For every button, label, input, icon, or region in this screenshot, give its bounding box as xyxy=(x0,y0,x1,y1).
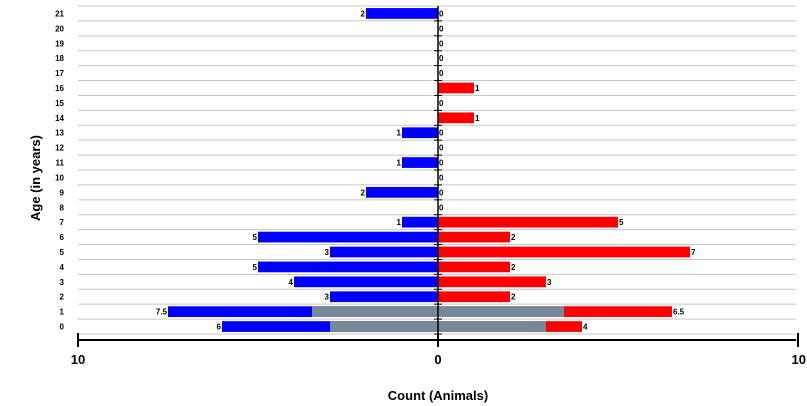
data-label-right: 0 xyxy=(439,9,444,18)
y-tick-label: 17 xyxy=(55,69,64,78)
x-tick-label: 10 xyxy=(792,352,806,367)
bar-left-unknown xyxy=(330,321,438,332)
y-tick-label: 21 xyxy=(55,9,64,18)
y-tick-label: 11 xyxy=(56,159,65,168)
y-tick-label: 0 xyxy=(60,323,65,332)
y-tick-label: 12 xyxy=(55,144,64,153)
y-tick-label: 3 xyxy=(60,278,65,287)
data-label-left: 7.5 xyxy=(156,308,168,317)
data-label-right: 1 xyxy=(475,84,480,93)
data-label-right: 2 xyxy=(511,233,516,242)
bar-right xyxy=(438,276,546,288)
y-tick-label: 2 xyxy=(60,293,65,302)
bar-right xyxy=(438,112,474,124)
y-tick-label: 9 xyxy=(60,188,65,197)
data-label-left: 6 xyxy=(217,323,222,332)
data-label-left: 2 xyxy=(361,188,366,197)
x-tick-label: 10 xyxy=(71,352,85,367)
bar-left xyxy=(330,246,438,258)
data-label-left: 4 xyxy=(289,278,294,287)
bar-left xyxy=(258,231,438,243)
x-axis-title: Count (Animals) xyxy=(388,388,488,403)
y-tick-label: 7 xyxy=(60,218,65,227)
y-tick-label: 16 xyxy=(55,84,64,93)
bar-left xyxy=(168,306,438,318)
data-label-right: 4 xyxy=(583,323,588,332)
data-label-right: 0 xyxy=(439,39,444,48)
data-label-right: 0 xyxy=(439,144,444,153)
data-label-right: 1 xyxy=(475,114,480,123)
data-label-right: 0 xyxy=(439,54,444,63)
bar-right xyxy=(438,261,510,273)
data-label-right: 0 xyxy=(439,203,444,212)
data-label-right: 2 xyxy=(511,293,516,302)
bars xyxy=(168,8,690,332)
axes xyxy=(77,6,799,347)
bar-left xyxy=(402,157,438,168)
data-label-left: 5 xyxy=(253,233,258,242)
bar-left-unknown xyxy=(312,306,438,318)
bar-left xyxy=(402,216,438,228)
data-label-right: 6.5 xyxy=(673,308,685,317)
data-label-right: 0 xyxy=(439,173,444,182)
bar-left xyxy=(366,186,438,198)
data-label-right: 0 xyxy=(439,188,444,197)
data-label-right: 2 xyxy=(511,263,516,272)
bar-left xyxy=(366,8,438,19)
data-label-left: 1 xyxy=(397,129,402,138)
data-label-right: 0 xyxy=(439,159,444,168)
y-tick-label: 8 xyxy=(60,203,65,212)
y-tick-label: 6 xyxy=(60,233,65,242)
y-tick-label: 10 xyxy=(55,173,64,182)
bar-right-unknown xyxy=(438,306,564,318)
y-tick-label: 14 xyxy=(55,114,64,123)
y-tick-label: 20 xyxy=(55,24,64,33)
y-axis-title: Age (in years) xyxy=(28,135,43,221)
bar-right xyxy=(438,216,618,228)
y-tick-label: 1 xyxy=(60,308,65,317)
y-tick-label: 19 xyxy=(55,39,64,48)
y-tick-label: 18 xyxy=(55,54,64,63)
y-tick-label: 13 xyxy=(55,129,64,138)
bar-left xyxy=(402,127,438,139)
bar-left xyxy=(258,261,438,273)
y-tick-label: 5 xyxy=(60,248,65,257)
y-tick-label: 4 xyxy=(60,263,65,272)
bar-right xyxy=(438,291,510,303)
data-label-right: 0 xyxy=(439,24,444,33)
data-label-left: 3 xyxy=(325,293,330,302)
bar-left xyxy=(330,291,438,303)
y-tick-label: 15 xyxy=(55,99,64,108)
data-label-right: 0 xyxy=(439,69,444,78)
bar-right xyxy=(438,246,690,258)
data-label-right: 0 xyxy=(439,129,444,138)
x-tick-label: 0 xyxy=(434,352,441,367)
data-label-left: 5 xyxy=(253,263,258,272)
bar-right xyxy=(438,82,474,94)
data-label-left: 1 xyxy=(397,218,402,227)
data-label-left: 2 xyxy=(361,9,366,18)
data-label-left: 1 xyxy=(397,159,402,168)
data-label-right: 0 xyxy=(439,99,444,108)
data-label-left: 3 xyxy=(325,248,330,257)
bar-right-unknown xyxy=(438,321,546,332)
data-label-right: 3 xyxy=(547,278,552,287)
bar-right xyxy=(438,231,510,243)
data-label-right: 5 xyxy=(619,218,624,227)
data-label-right: 7 xyxy=(691,248,696,257)
bar-left xyxy=(294,276,438,288)
